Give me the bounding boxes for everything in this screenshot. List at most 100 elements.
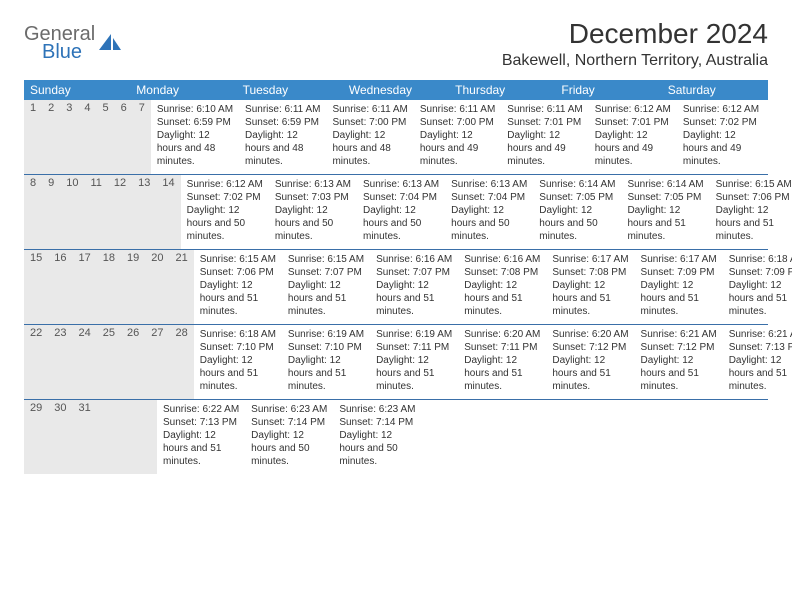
- sunset-line: Sunset: 7:13 PM: [729, 341, 792, 354]
- sunrise-line: Sunrise: 6:15 AM: [288, 253, 364, 266]
- sunset-line: Sunset: 7:04 PM: [363, 191, 439, 204]
- sunrise-line: Sunrise: 6:21 AM: [641, 328, 717, 341]
- day-number-strip: 293031: [24, 400, 157, 474]
- daylight-line: Daylight: 12 hours and 51 minutes.: [200, 279, 276, 318]
- daylight-line: Daylight: 12 hours and 48 minutes.: [157, 129, 233, 168]
- day-number: 31: [73, 400, 97, 474]
- week-row: 891011121314Sunrise: 6:12 AMSunset: 7:02…: [24, 175, 768, 250]
- day-cell: Sunrise: 6:15 AMSunset: 7:07 PMDaylight:…: [282, 250, 370, 324]
- sunrise-line: Sunrise: 6:16 AM: [464, 253, 540, 266]
- daylight-line: Daylight: 12 hours and 49 minutes.: [683, 129, 759, 168]
- sunrise-line: Sunrise: 6:13 AM: [451, 178, 527, 191]
- sunset-line: Sunset: 7:09 PM: [729, 266, 792, 279]
- day-number: 21: [170, 250, 194, 324]
- sunset-line: Sunset: 7:14 PM: [251, 416, 327, 429]
- daylight-line: Daylight: 12 hours and 51 minutes.: [641, 354, 717, 393]
- sunrise-line: Sunrise: 6:18 AM: [200, 328, 276, 341]
- day-number: [97, 400, 112, 474]
- day-cell: [457, 400, 469, 474]
- day-number: [127, 400, 142, 474]
- sunrise-line: Sunrise: 6:12 AM: [683, 103, 759, 116]
- sunset-line: Sunset: 7:11 PM: [376, 341, 452, 354]
- sunrise-line: Sunrise: 6:20 AM: [552, 328, 628, 341]
- sunset-line: Sunset: 7:07 PM: [376, 266, 452, 279]
- day-number: 16: [48, 250, 72, 324]
- day-cell: Sunrise: 6:20 AMSunset: 7:12 PMDaylight:…: [546, 325, 634, 399]
- sunrise-line: Sunrise: 6:11 AM: [332, 103, 407, 116]
- day-cell: Sunrise: 6:12 AMSunset: 7:02 PMDaylight:…: [181, 175, 269, 249]
- daylight-line: Daylight: 12 hours and 51 minutes.: [716, 204, 792, 243]
- day-cell: Sunrise: 6:15 AMSunset: 7:06 PMDaylight:…: [710, 175, 792, 249]
- logo-sail-icon: [97, 32, 123, 54]
- day-cell: Sunrise: 6:19 AMSunset: 7:10 PMDaylight:…: [282, 325, 370, 399]
- sunrise-line: Sunrise: 6:13 AM: [363, 178, 439, 191]
- daylight-line: Daylight: 12 hours and 51 minutes.: [552, 354, 628, 393]
- weekday-header: Thursday: [449, 80, 555, 100]
- day-cell: Sunrise: 6:14 AMSunset: 7:05 PMDaylight:…: [621, 175, 709, 249]
- day-number: 7: [133, 100, 151, 174]
- daylight-line: Daylight: 12 hours and 51 minutes.: [627, 204, 703, 243]
- weekday-header: Friday: [555, 80, 661, 100]
- day-cell: [421, 400, 433, 474]
- sunset-line: Sunset: 7:11 PM: [464, 341, 540, 354]
- day-cell: Sunrise: 6:21 AMSunset: 7:12 PMDaylight:…: [635, 325, 723, 399]
- day-cell: Sunrise: 6:12 AMSunset: 7:01 PMDaylight:…: [589, 100, 677, 174]
- day-number: 30: [48, 400, 72, 474]
- daylight-line: Daylight: 12 hours and 51 minutes.: [464, 279, 540, 318]
- day-cell: Sunrise: 6:16 AMSunset: 7:07 PMDaylight:…: [370, 250, 458, 324]
- daylight-line: Daylight: 12 hours and 51 minutes.: [464, 354, 540, 393]
- sunrise-line: Sunrise: 6:12 AM: [595, 103, 671, 116]
- sunrise-line: Sunrise: 6:19 AM: [376, 328, 452, 341]
- day-number-strip: 22232425262728: [24, 325, 194, 399]
- daylight-line: Daylight: 12 hours and 51 minutes.: [163, 429, 239, 468]
- day-number: [112, 400, 127, 474]
- day-number: 5: [97, 100, 115, 174]
- day-cell: [433, 400, 445, 474]
- daylight-line: Daylight: 12 hours and 51 minutes.: [376, 279, 452, 318]
- sunset-line: Sunset: 7:12 PM: [641, 341, 717, 354]
- day-cell: Sunrise: 6:13 AMSunset: 7:04 PMDaylight:…: [357, 175, 445, 249]
- day-cell: Sunrise: 6:22 AMSunset: 7:13 PMDaylight:…: [157, 400, 245, 474]
- day-cell: Sunrise: 6:23 AMSunset: 7:14 PMDaylight:…: [245, 400, 333, 474]
- daylight-line: Daylight: 12 hours and 51 minutes.: [288, 279, 364, 318]
- weekday-header: Saturday: [662, 80, 768, 100]
- daylight-line: Daylight: 12 hours and 50 minutes.: [187, 204, 263, 243]
- weekday-header: Monday: [130, 80, 236, 100]
- day-cell: Sunrise: 6:11 AMSunset: 7:01 PMDaylight:…: [501, 100, 588, 174]
- sunset-line: Sunset: 7:03 PM: [275, 191, 351, 204]
- page-title: December 2024: [502, 18, 768, 50]
- sunrise-line: Sunrise: 6:23 AM: [251, 403, 327, 416]
- daylight-line: Daylight: 12 hours and 51 minutes.: [552, 279, 628, 318]
- daylight-line: Daylight: 12 hours and 49 minutes.: [507, 129, 582, 168]
- day-number-strip: 15161718192021: [24, 250, 194, 324]
- day-number: 19: [121, 250, 145, 324]
- day-number: 20: [145, 250, 169, 324]
- day-cell: Sunrise: 6:11 AMSunset: 7:00 PMDaylight:…: [326, 100, 413, 174]
- day-cell: Sunrise: 6:12 AMSunset: 7:02 PMDaylight:…: [677, 100, 765, 174]
- sunset-line: Sunset: 7:01 PM: [507, 116, 582, 129]
- weekday-header-row: SundayMondayTuesdayWednesdayThursdayFrid…: [24, 80, 768, 100]
- daylight-line: Daylight: 12 hours and 48 minutes.: [332, 129, 407, 168]
- sunset-line: Sunset: 7:08 PM: [464, 266, 540, 279]
- daylight-line: Daylight: 12 hours and 50 minutes.: [363, 204, 439, 243]
- day-body-strip: Sunrise: 6:12 AMSunset: 7:02 PMDaylight:…: [181, 175, 792, 249]
- day-number: 22: [24, 325, 48, 399]
- daylight-line: Daylight: 12 hours and 51 minutes.: [729, 279, 792, 318]
- sunrise-line: Sunrise: 6:20 AM: [464, 328, 540, 341]
- sunset-line: Sunset: 7:08 PM: [552, 266, 628, 279]
- week-row: 1234567Sunrise: 6:10 AMSunset: 6:59 PMDa…: [24, 100, 768, 175]
- day-number: 2: [42, 100, 60, 174]
- day-cell: Sunrise: 6:21 AMSunset: 7:13 PMDaylight:…: [723, 325, 792, 399]
- sunset-line: Sunset: 7:00 PM: [332, 116, 407, 129]
- day-number: 3: [60, 100, 78, 174]
- sunrise-line: Sunrise: 6:14 AM: [539, 178, 615, 191]
- sunrise-line: Sunrise: 6:15 AM: [716, 178, 792, 191]
- sunrise-line: Sunrise: 6:14 AM: [627, 178, 703, 191]
- sunset-line: Sunset: 7:06 PM: [716, 191, 792, 204]
- day-number-strip: 1234567: [24, 100, 151, 174]
- sunset-line: Sunset: 7:10 PM: [288, 341, 364, 354]
- daylight-line: Daylight: 12 hours and 51 minutes.: [729, 354, 792, 393]
- day-number: [142, 400, 157, 474]
- sunrise-line: Sunrise: 6:23 AM: [339, 403, 415, 416]
- day-body-strip: Sunrise: 6:22 AMSunset: 7:13 PMDaylight:…: [157, 400, 469, 474]
